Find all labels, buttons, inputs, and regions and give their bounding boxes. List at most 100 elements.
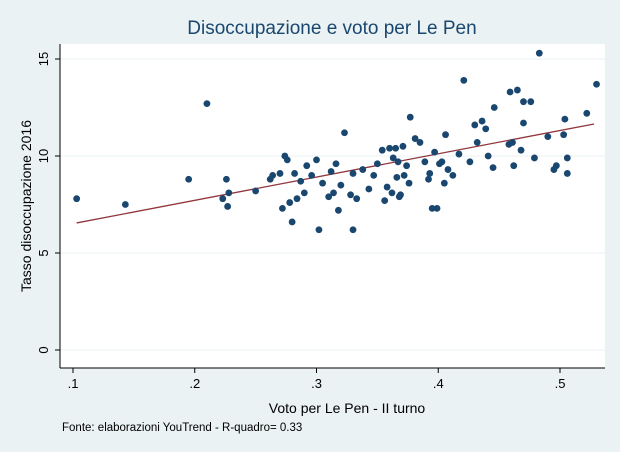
scatter-point [563, 154, 571, 162]
y-tick-label: 5 [36, 249, 51, 256]
scatter-point [392, 144, 400, 152]
scatter-point [455, 150, 463, 158]
x-tick-label: .5 [555, 376, 566, 391]
scatter-point [203, 100, 211, 108]
scatter-point [583, 109, 591, 117]
scatter-point [121, 201, 129, 208]
chart-title: Disoccupazione e voto per Le Pen [187, 18, 476, 39]
x-tick-label: .2 [189, 376, 200, 391]
data-points [73, 49, 600, 234]
grid [60, 58, 605, 351]
scatter-point [520, 119, 527, 127]
x-axis-label: Voto per Le Pen - II turno [269, 400, 426, 416]
scatter-point [426, 170, 434, 177]
scatter-point [403, 162, 410, 170]
scatter-point [466, 158, 474, 166]
y-tick-label: 10 [36, 149, 51, 163]
scatter-point [520, 98, 527, 106]
scatter-point [484, 152, 492, 160]
scatter-point [471, 121, 479, 129]
scatter-point [473, 139, 481, 146]
scatter-point [482, 125, 490, 133]
scatter-point [378, 146, 386, 154]
scatter-point [510, 162, 518, 170]
scatter-point [279, 204, 286, 212]
scatter-point [593, 80, 600, 88]
scatter-point [563, 170, 571, 177]
scatter-point [276, 170, 284, 177]
scatter-point [319, 179, 326, 187]
scatter-point [283, 156, 291, 164]
scatter-point [223, 175, 230, 183]
scatter-point [225, 189, 233, 197]
scatter-point [313, 156, 320, 164]
scatter-point [347, 191, 354, 199]
scatter-point [341, 129, 348, 137]
scatter-point [438, 158, 446, 166]
scatter-point [373, 160, 381, 168]
scatter-point [219, 195, 227, 203]
scatter-point [431, 148, 438, 156]
y-axis: 0 5 10 15 [36, 44, 61, 368]
scatter-point [386, 144, 393, 152]
scatter-point [337, 181, 345, 189]
scatter-point [269, 172, 277, 179]
y-tick-label: 0 [36, 346, 51, 353]
scatter-point [433, 204, 441, 212]
fit-line [76, 123, 595, 224]
x-tick-label: .3 [311, 376, 322, 391]
scatter-point [544, 133, 552, 141]
scatter-point [428, 204, 436, 212]
scatter-point [400, 172, 408, 179]
scatter-point [370, 172, 378, 179]
scatter-point [297, 177, 305, 185]
scatter-point [449, 172, 457, 179]
scatter-point [394, 158, 402, 166]
scatter-point [535, 49, 543, 57]
scatter-point [513, 86, 521, 94]
scatter-point [315, 226, 323, 234]
scatter-point [489, 164, 497, 172]
scatter-point [291, 170, 298, 177]
scatter-point [335, 206, 342, 214]
scatter-point [552, 162, 560, 170]
scatter-point [224, 203, 232, 210]
scatter-point [300, 189, 308, 197]
scatter-point [527, 98, 535, 106]
scatter-point [359, 166, 367, 173]
scatter-point [393, 173, 401, 181]
scatter-point [442, 131, 449, 139]
scatter-point [406, 113, 414, 121]
scatter-point [332, 160, 340, 168]
scatter-point [388, 189, 396, 197]
scatter-point [405, 179, 413, 187]
scatter-point [460, 76, 468, 84]
scatter-point [561, 115, 569, 123]
scatter-point [327, 168, 335, 175]
scatter-point [365, 185, 373, 193]
scatter-point [490, 104, 498, 111]
fit-line-group [76, 123, 595, 224]
scatter-point [330, 189, 337, 197]
scatter-point [531, 154, 538, 162]
scatter-point [252, 187, 260, 195]
scatter-point [303, 162, 311, 170]
scatter-point [416, 139, 424, 146]
y-axis-label: Tasso disoccupazione 2016 [18, 120, 34, 292]
scatter-point [383, 183, 391, 191]
scatter-point [286, 199, 294, 206]
scatter-point [381, 197, 389, 205]
scatter-point [440, 179, 448, 187]
scatter-point [293, 195, 301, 203]
scatter-point [506, 88, 514, 96]
x-tick-label: .4 [433, 376, 444, 391]
scatter-point [509, 139, 516, 146]
scatter-point [389, 154, 397, 162]
scatter-point [560, 131, 568, 139]
plot-area [60, 44, 605, 368]
x-tick-label: .1 [68, 376, 79, 391]
x-axis: .1 .2 .3 .4 .5 [60, 367, 605, 391]
scatter-point [421, 158, 429, 166]
scatter-point [325, 193, 333, 201]
